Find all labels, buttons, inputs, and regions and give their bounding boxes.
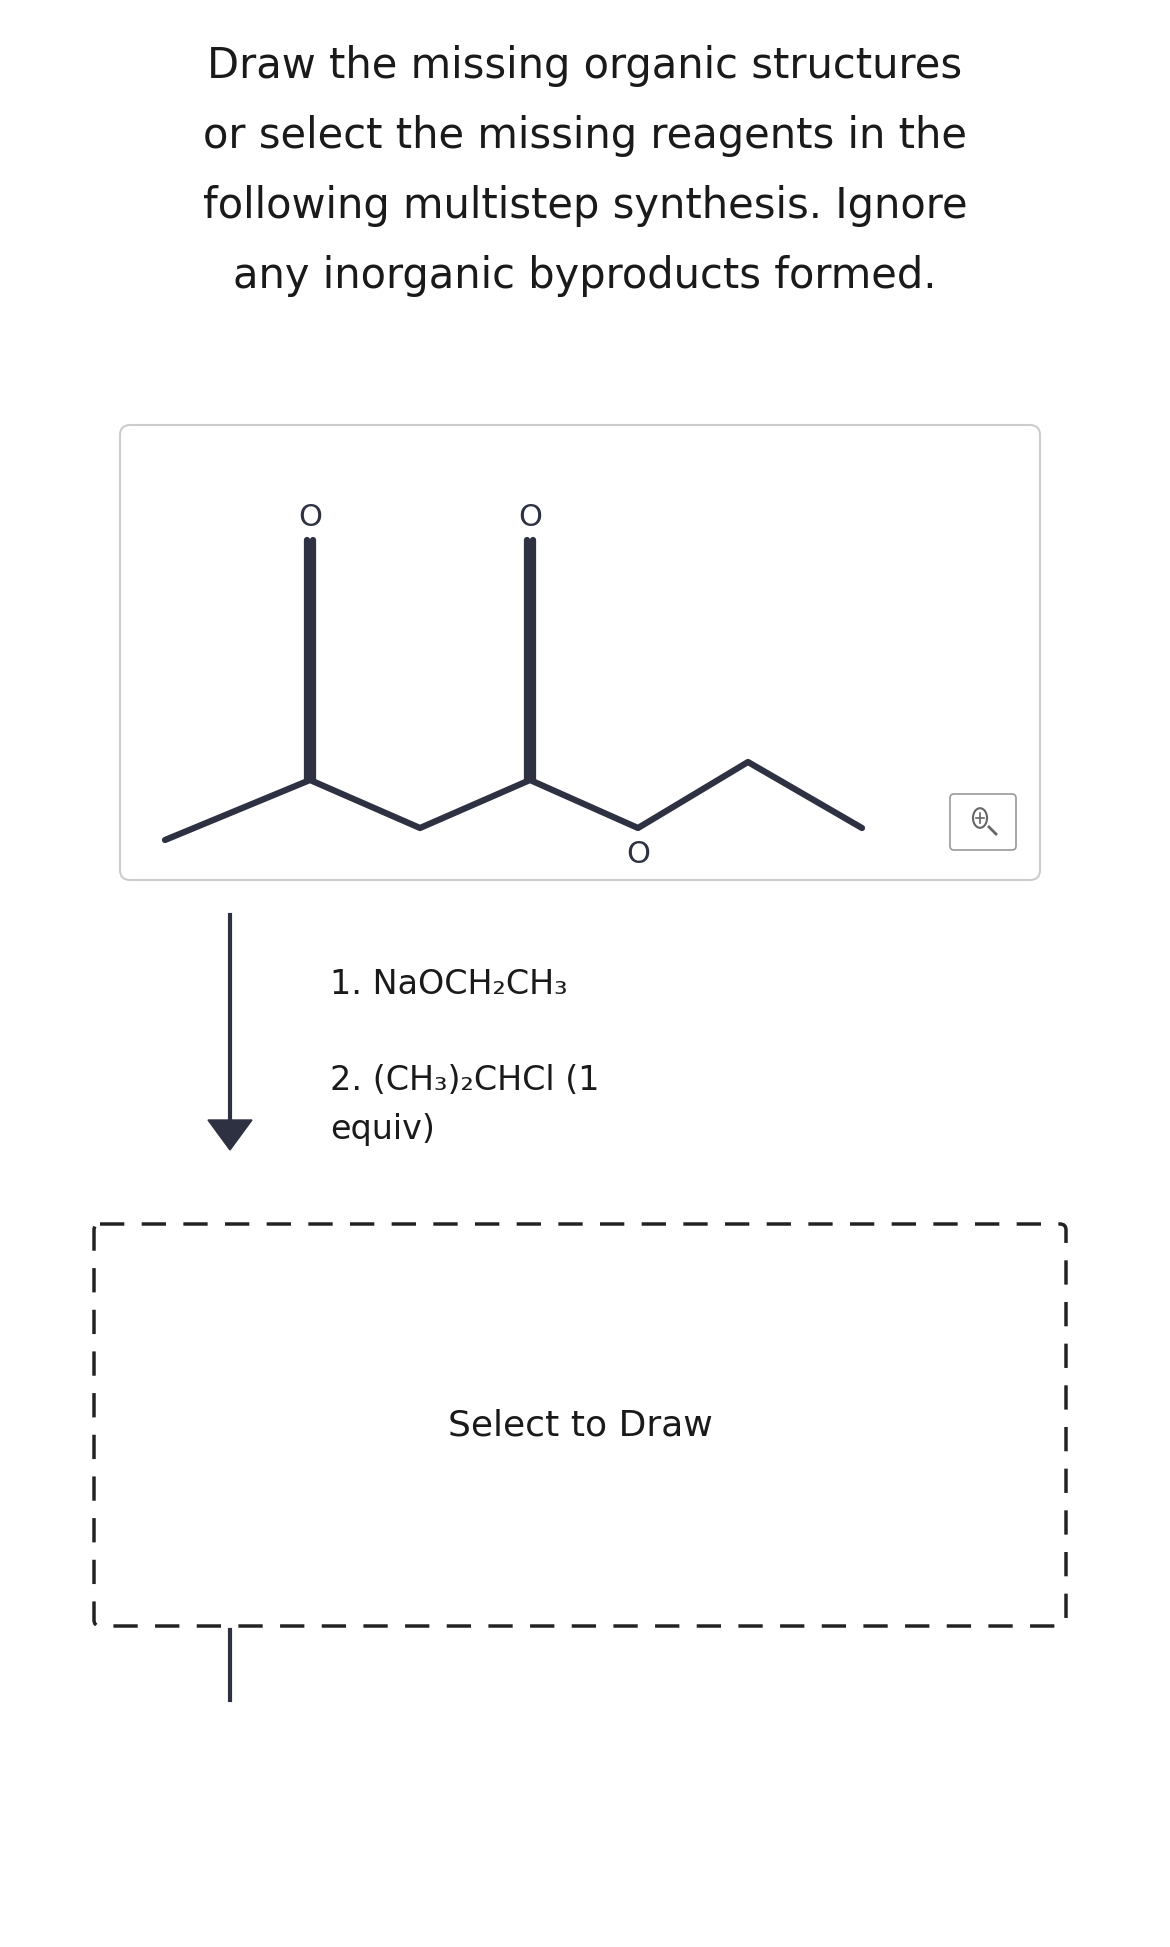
Text: O: O bbox=[518, 502, 542, 532]
Text: Select to Draw: Select to Draw bbox=[448, 1408, 713, 1443]
Text: equiv): equiv) bbox=[330, 1114, 435, 1147]
FancyBboxPatch shape bbox=[950, 794, 1016, 851]
Text: 1. NaOCH₂CH₃: 1. NaOCH₂CH₃ bbox=[330, 968, 567, 1001]
Text: O: O bbox=[626, 839, 651, 868]
FancyBboxPatch shape bbox=[94, 1225, 1066, 1626]
Text: 2. (CH₃)₂CHCl (1: 2. (CH₃)₂CHCl (1 bbox=[330, 1063, 599, 1096]
FancyBboxPatch shape bbox=[121, 424, 1040, 880]
Text: following multistep synthesis. Ignore: following multistep synthesis. Ignore bbox=[202, 185, 968, 228]
Text: Draw the missing organic structures: Draw the missing organic structures bbox=[207, 45, 963, 88]
Text: O: O bbox=[298, 502, 322, 532]
Polygon shape bbox=[208, 1120, 252, 1151]
Text: or select the missing reagents in the: or select the missing reagents in the bbox=[204, 115, 966, 158]
Text: any inorganic byproducts formed.: any inorganic byproducts formed. bbox=[233, 255, 937, 298]
